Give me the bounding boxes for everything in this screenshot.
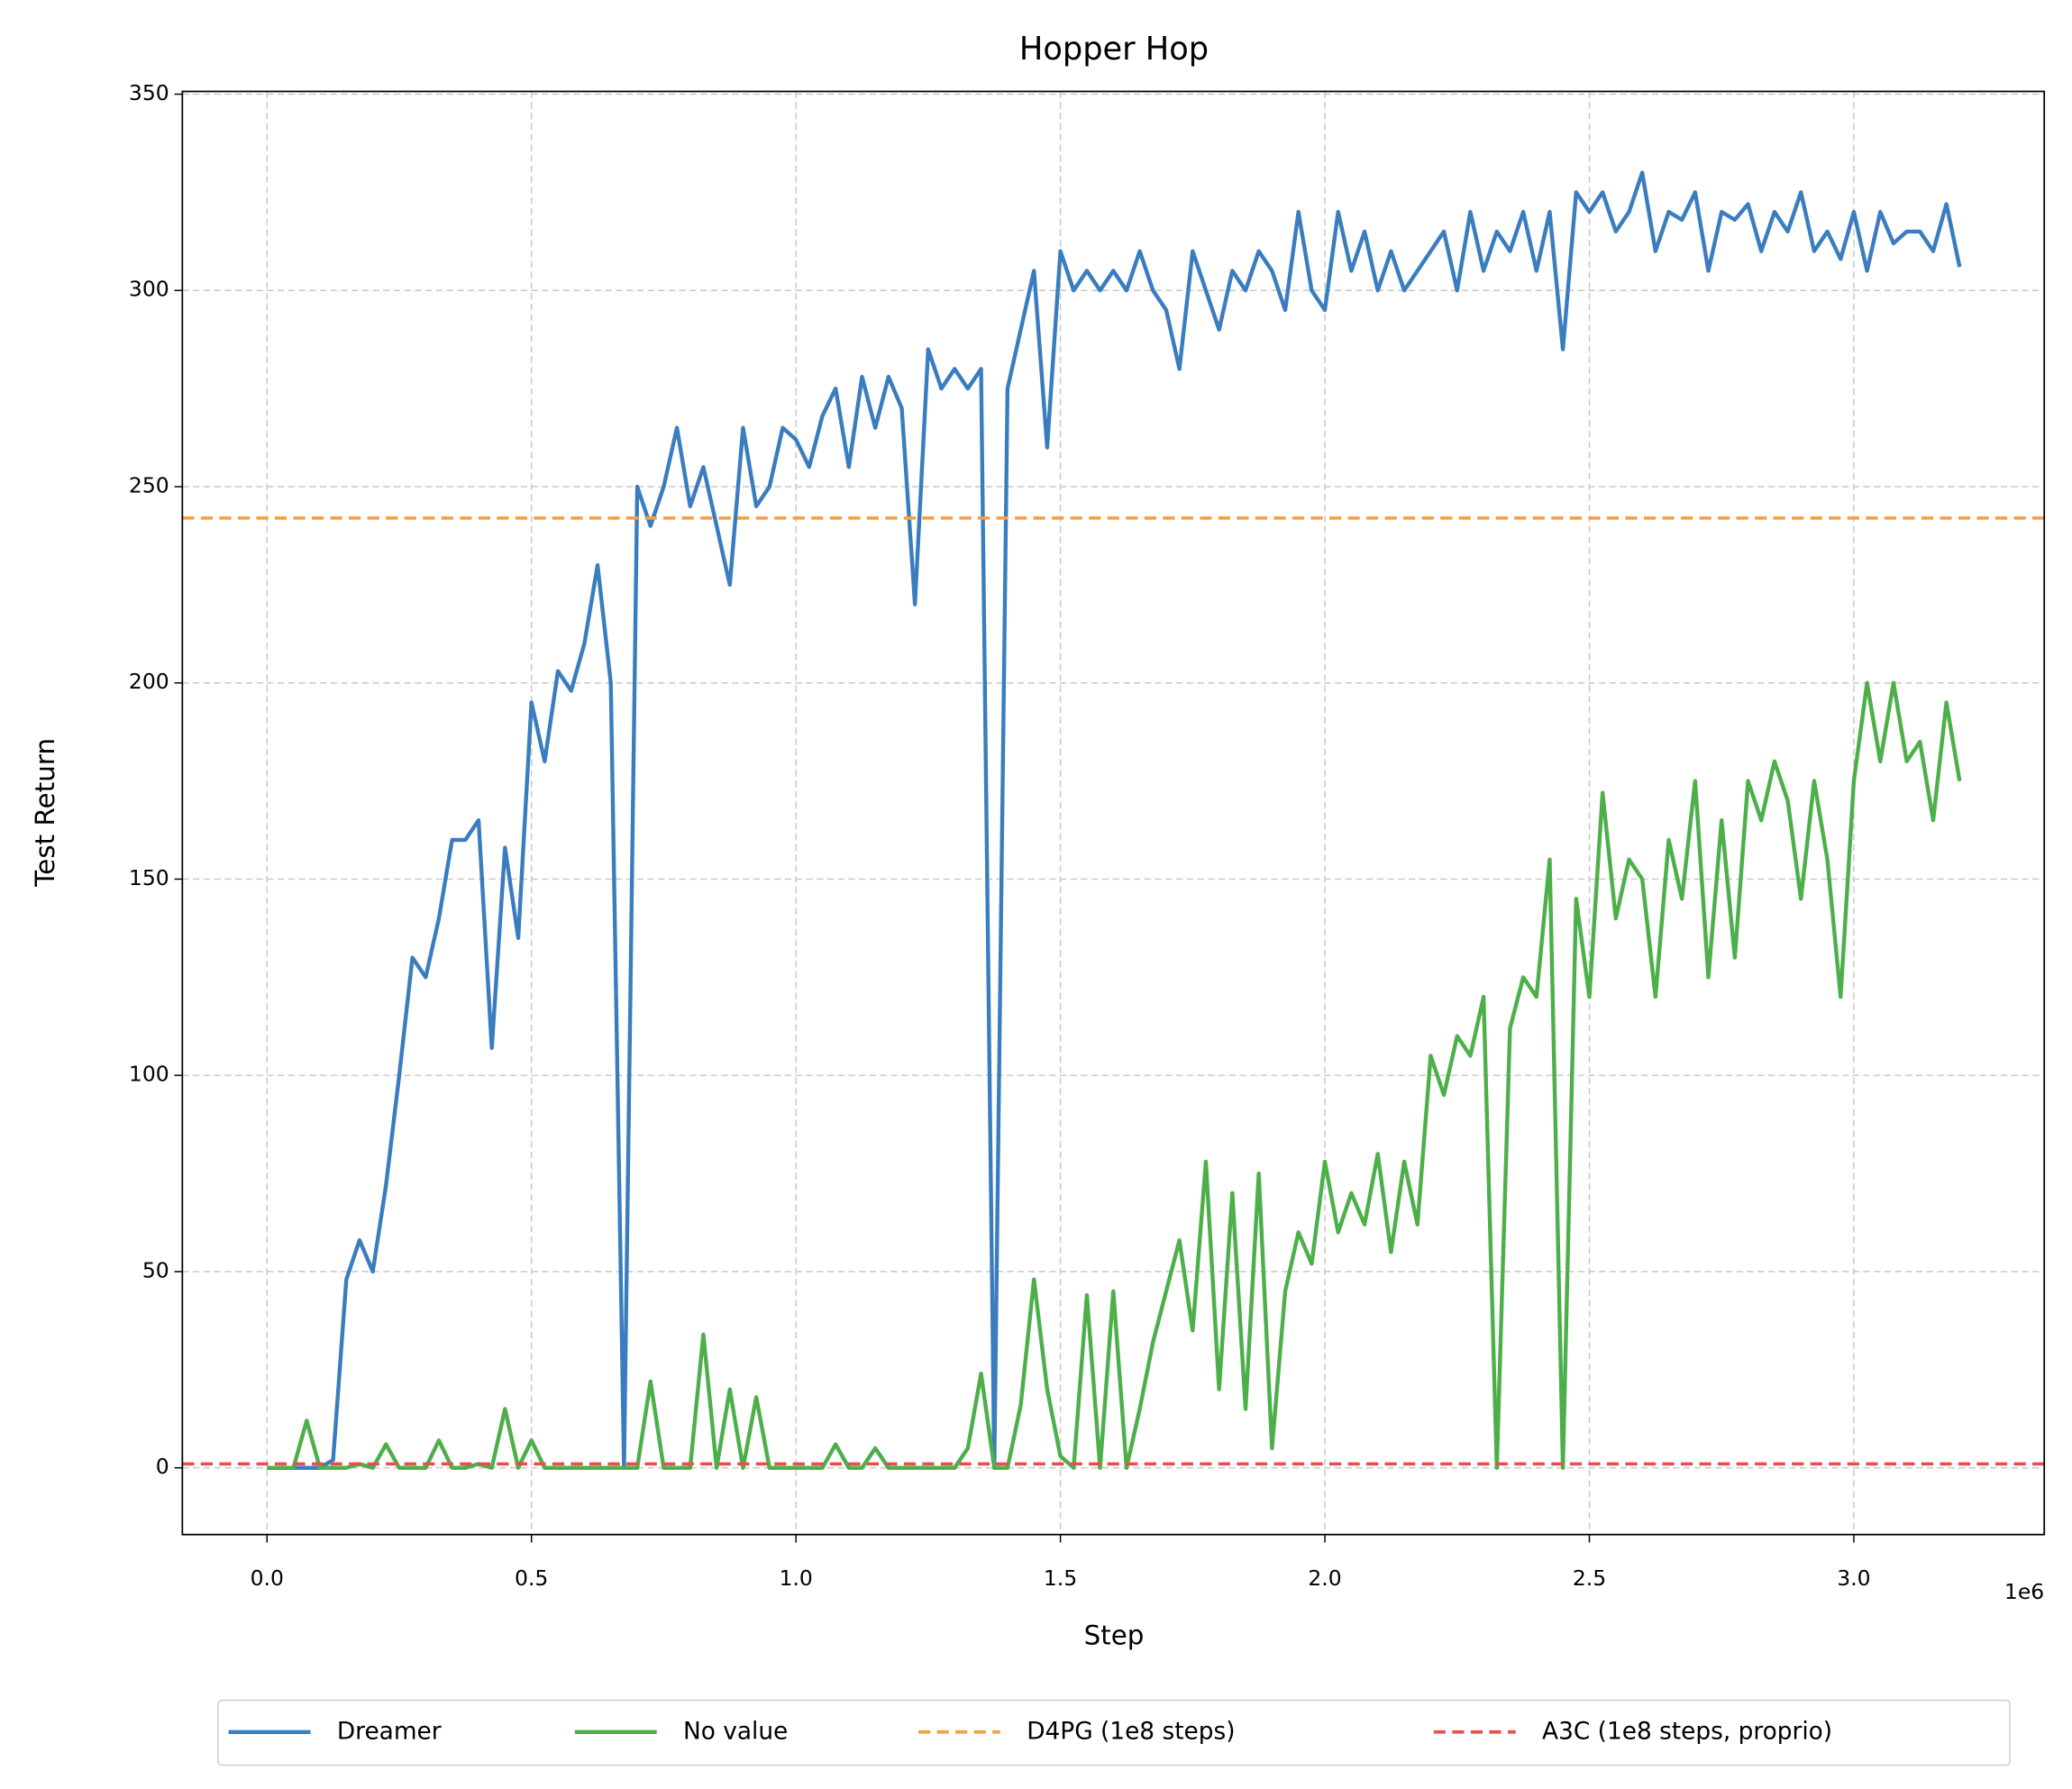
legend-box	[217, 1699, 2011, 1766]
legend-label: Dreamer	[337, 1717, 442, 1745]
x-tick-label: 2.5	[1573, 1565, 1606, 1591]
x-offset-label: 1e6	[2004, 1579, 2044, 1604]
y-tick-label: 150	[129, 865, 169, 890]
x-tick-label: 0.5	[515, 1565, 548, 1591]
legend-label: A3C (1e8 steps, proprio)	[1542, 1717, 1832, 1745]
data-line	[267, 170, 1962, 1470]
y-tick-label: 200	[129, 669, 169, 694]
y-tick-label: 250	[129, 472, 169, 497]
y-tick-label: 350	[129, 80, 169, 105]
x-tick-label: 1.0	[779, 1565, 812, 1591]
legend-label: D4PG (1e8 steps)	[1027, 1717, 1235, 1745]
x-tick-label: 1.5	[1044, 1565, 1077, 1591]
chart-title: Hopper Hop	[1019, 31, 1209, 68]
legend-label: No value	[683, 1717, 788, 1745]
x-axis-label: Step	[1084, 1620, 1145, 1650]
y-tick-label: 300	[129, 277, 169, 302]
y-tick-label: 100	[129, 1062, 169, 1087]
y-tick-label: 0	[156, 1454, 169, 1479]
x-tick-label: 3.0	[1837, 1565, 1870, 1591]
plot-frame	[181, 90, 2046, 1536]
x-tick-label: 2.0	[1308, 1565, 1341, 1591]
x-tick-label: 0.0	[251, 1565, 284, 1591]
data-line	[267, 680, 1962, 1470]
y-axis-label: Test Return	[30, 738, 60, 888]
y-tick-label: 50	[142, 1257, 169, 1282]
